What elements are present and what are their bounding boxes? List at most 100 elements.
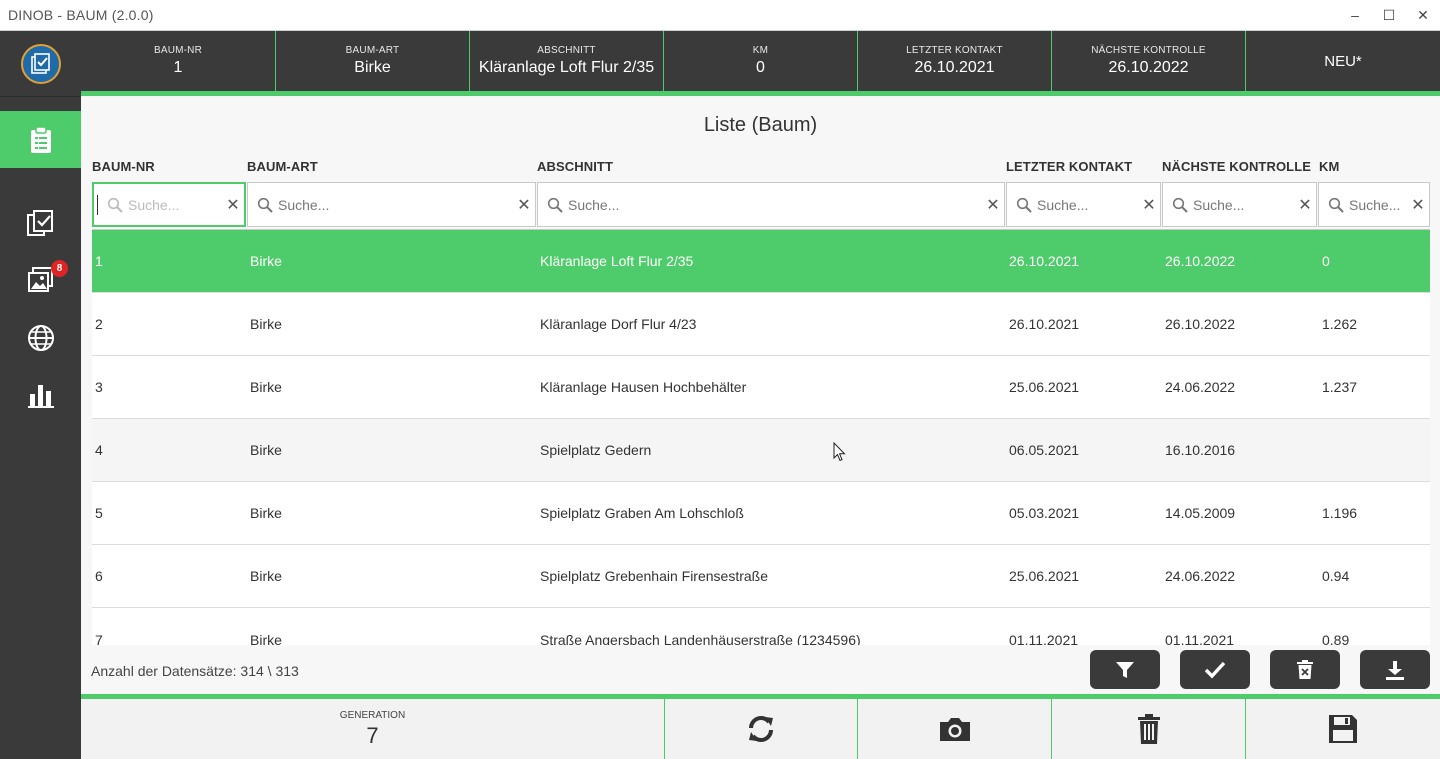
- clipboard-icon: [30, 125, 51, 153]
- header-label: BAUM-NR: [153, 45, 203, 56]
- cell-km: 0.94: [1322, 568, 1350, 584]
- maximize-button[interactable]: ☐: [1382, 6, 1396, 23]
- new-record-button[interactable]: NEU*: [1246, 31, 1440, 91]
- minimize-button[interactable]: –: [1351, 7, 1359, 23]
- cell-nr: 5: [95, 505, 103, 521]
- filter-icon: [1116, 661, 1134, 678]
- search-input-naechste-kontrolle[interactable]: Suche... ✕: [1162, 182, 1317, 227]
- camera-icon: [939, 718, 970, 741]
- cell-abschnitt: Kläranlage Dorf Flur 4/23: [540, 316, 697, 332]
- cell-abschnitt: Straße Angersbach Landenhäuserstraße (12…: [540, 632, 861, 645]
- cell-letzter-kontakt: 25.06.2021: [1009, 568, 1080, 584]
- cell-abschnitt: Spielplatz Graben Am Lohschloß: [540, 505, 744, 521]
- header-naechste-kontrolle: NÄCHSTE KONTROLLE 26.10.2022: [1052, 31, 1246, 91]
- sync-button[interactable]: [665, 699, 858, 759]
- cell-nr: 4: [95, 442, 103, 458]
- search-placeholder: Suche...: [1193, 196, 1245, 213]
- search-placeholder: Suche...: [1037, 196, 1089, 213]
- clear-icon[interactable]: ✕: [1142, 196, 1156, 214]
- search-icon: [102, 197, 128, 213]
- logo-area: [0, 31, 81, 97]
- cell-abschnitt: Spielplatz Grebenhain Firensestraße: [540, 568, 769, 584]
- cell-art: Birke: [250, 632, 282, 645]
- clear-icon[interactable]: ✕: [517, 196, 531, 214]
- search-icon: [1323, 197, 1349, 213]
- cell-letzter-kontakt: 26.10.2021: [1009, 316, 1080, 332]
- clear-icon[interactable]: ✕: [1298, 196, 1312, 214]
- delete-filter-icon: [1297, 659, 1313, 679]
- column-header-letzter-kontakt[interactable]: LETZTER KONTAKT: [1006, 159, 1133, 174]
- clear-icon[interactable]: ✕: [1411, 196, 1425, 214]
- save-icon: [1329, 715, 1357, 743]
- clear-filter-button[interactable]: [1270, 650, 1340, 689]
- cell-naechste-kontrolle: 24.06.2022: [1165, 379, 1236, 395]
- sidebar-item-inspections[interactable]: [0, 197, 81, 249]
- search-icon: [252, 197, 278, 213]
- search-input-km[interactable]: Suche... ✕: [1318, 182, 1430, 227]
- record-header: BAUM-NR 1 BAUM-ART Birke ABSCHNITT Klära…: [81, 31, 1440, 93]
- cell-nr: 7: [95, 632, 103, 645]
- cell-art: Birke: [250, 568, 282, 584]
- page-title: Liste (Baum): [703, 114, 818, 136]
- generation-value: 7: [366, 722, 379, 748]
- close-button[interactable]: ✕: [1417, 6, 1429, 23]
- search-input-baum-nr[interactable]: Suche... ✕: [92, 182, 246, 227]
- sidebar-item-photos[interactable]: 8: [0, 254, 81, 306]
- table-row[interactable]: 2 Birke Kläranlage Dorf Flur 4/23 26.10.…: [92, 293, 1430, 356]
- mouse-cursor-icon: [833, 442, 846, 462]
- cell-abschnitt: Spielplatz Gedern: [540, 442, 652, 458]
- generation-display: GENERATION 7: [81, 699, 665, 759]
- new-record-label: NEU*: [1324, 52, 1362, 70]
- filter-button[interactable]: [1090, 650, 1160, 689]
- column-header-km[interactable]: KM: [1319, 159, 1340, 174]
- record-count: Anzahl der Datensätze: 314 \ 313: [91, 663, 299, 679]
- delete-button[interactable]: [1052, 699, 1246, 759]
- column-header-baum-art[interactable]: BAUM-ART: [247, 159, 318, 174]
- footer-toolbar: GENERATION 7: [81, 699, 1440, 759]
- table-row[interactable]: 7 Birke Straße Angersbach Landenhäuserst…: [92, 608, 1430, 645]
- table-row[interactable]: 3 Birke Kläranlage Hausen Hochbehälter 2…: [92, 356, 1430, 419]
- refresh-icon: [749, 716, 773, 742]
- search-placeholder: Suche...: [128, 196, 180, 213]
- table-row[interactable]: 6 Birke Spielplatz Grebenhain Firensestr…: [92, 545, 1430, 608]
- clear-icon[interactable]: ✕: [986, 196, 1000, 214]
- column-header-naechste-kontrolle[interactable]: NÄCHSTE KONTROLLE: [1162, 159, 1312, 174]
- divider: [81, 91, 1440, 96]
- camera-button[interactable]: [858, 699, 1052, 759]
- app-logo: [20, 43, 61, 84]
- download-icon: [1386, 660, 1404, 680]
- globe-icon: [27, 325, 54, 351]
- search-input-letzter-kontakt[interactable]: Suche... ✕: [1006, 182, 1161, 227]
- header-label: ABSCHNITT: [537, 45, 596, 56]
- cell-art: Birke: [250, 442, 282, 458]
- table-row[interactable]: 4 Birke Spielplatz Gedern 06.05.2021 16.…: [92, 419, 1430, 482]
- cell-art: Birke: [250, 505, 282, 521]
- clear-icon[interactable]: ✕: [226, 196, 240, 214]
- search-input-baum-art[interactable]: Suche... ✕: [247, 182, 536, 227]
- search-icon: [1167, 197, 1193, 213]
- apply-button[interactable]: [1180, 650, 1250, 689]
- header-letzter-kontakt: LETZTER KONTAKT 26.10.2021: [858, 31, 1052, 91]
- sidebar-item-statistics[interactable]: [0, 369, 81, 421]
- cell-letzter-kontakt: 26.10.2021: [1009, 253, 1080, 269]
- cell-abschnitt: Kläranlage Hausen Hochbehälter: [540, 379, 747, 395]
- search-input-abschnitt[interactable]: Suche... ✕: [537, 182, 1005, 227]
- cell-naechste-kontrolle: 14.05.2009: [1165, 505, 1236, 521]
- sidebar-item-map[interactable]: [0, 312, 81, 364]
- save-button[interactable]: [1246, 699, 1440, 759]
- column-header-abschnitt[interactable]: ABSCHNITT: [537, 159, 614, 174]
- header-abschnitt: ABSCHNITT Kläranlage Loft Flur 2/35: [470, 31, 664, 91]
- window-title: DINOB - BAUM (2.0.0): [8, 7, 154, 23]
- table-row[interactable]: 1 Birke Kläranlage Loft Flur 2/35 26.10.…: [92, 230, 1430, 293]
- cell-naechste-kontrolle: 01.11.2021: [1165, 632, 1235, 645]
- text-caret: [97, 194, 98, 215]
- sidebar-item-list[interactable]: [0, 111, 81, 168]
- header-value: Kläranlage Loft Flur 2/35: [478, 59, 655, 76]
- export-button[interactable]: [1360, 650, 1430, 689]
- header-label: BAUM-ART: [345, 45, 400, 56]
- search-icon: [542, 197, 568, 213]
- table-row[interactable]: 5 Birke Spielplatz Graben Am Lohschloß 0…: [92, 482, 1430, 545]
- column-header-baum-nr[interactable]: BAUM-NR: [92, 159, 155, 174]
- cell-art: Birke: [250, 253, 282, 269]
- cell-nr: 6: [95, 568, 103, 584]
